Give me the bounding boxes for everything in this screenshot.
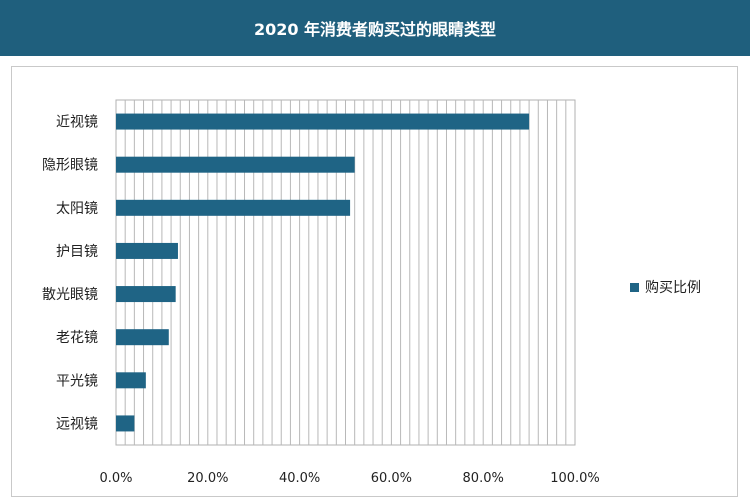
legend-swatch <box>630 283 639 292</box>
category-label: 近视镜 <box>56 115 98 131</box>
category-label: 老花镜 <box>56 330 98 346</box>
x-tick-label: 80.0% <box>463 471 504 486</box>
bar <box>116 372 146 389</box>
x-tick-label: 20.0% <box>187 471 228 486</box>
bar <box>116 329 169 346</box>
legend-label: 购买比例 <box>645 280 701 296</box>
bar <box>116 242 178 259</box>
bars <box>116 113 530 432</box>
bar <box>116 156 355 173</box>
bar <box>116 113 530 130</box>
category-label: 太阳镜 <box>56 201 98 217</box>
x-tick-label: 40.0% <box>279 471 320 486</box>
title-bar: 2020 年消费者购买过的眼睛类型 <box>0 0 750 56</box>
category-label: 护目镜 <box>56 244 98 260</box>
category-label: 隐形眼镜 <box>42 158 98 174</box>
chart-frame <box>11 66 738 497</box>
category-label: 远视镜 <box>56 416 98 432</box>
x-tick-label: 100.0% <box>550 471 600 486</box>
legend: 购买比例 <box>630 280 701 296</box>
bar <box>116 286 176 303</box>
x-tick-labels: 0.0% 20.0% 40.0% 60.0% 80.0% 100.0% <box>99 471 599 486</box>
bar <box>116 199 351 216</box>
category-label: 平光镜 <box>56 373 98 389</box>
page-title: 2020 年消费者购买过的眼睛类型 <box>253 20 497 39</box>
category-label: 散光眼镜 <box>42 287 98 303</box>
x-tick-label: 0.0% <box>99 471 132 486</box>
x-tick-label: 60.0% <box>371 471 412 486</box>
bar <box>116 415 135 432</box>
